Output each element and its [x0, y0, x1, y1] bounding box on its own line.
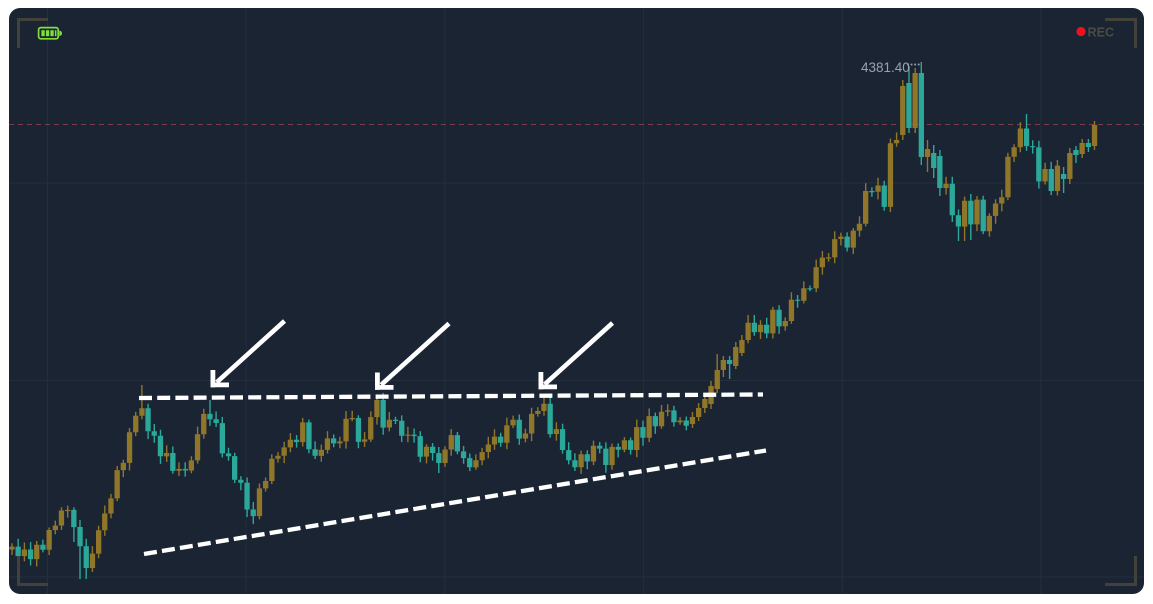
svg-text:REC: REC — [1088, 26, 1115, 40]
svg-text:4381.40: 4381.40 — [861, 60, 910, 75]
